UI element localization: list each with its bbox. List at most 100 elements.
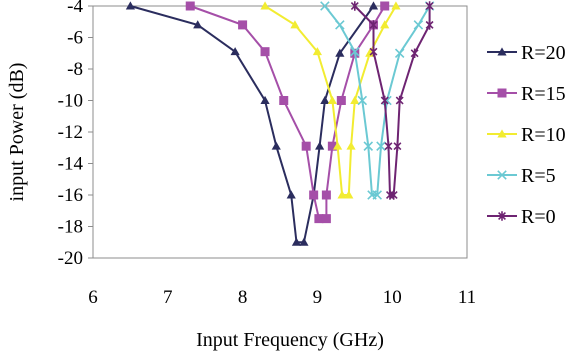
data-point bbox=[363, 141, 374, 151]
series-R=0 bbox=[350, 1, 434, 200]
data-point bbox=[193, 20, 203, 29]
data-point bbox=[384, 141, 393, 151]
series-line bbox=[264, 5, 397, 196]
data-point bbox=[336, 96, 346, 105]
series-layer bbox=[125, 1, 435, 246]
data-point bbox=[394, 48, 405, 59]
data-point bbox=[380, 95, 389, 106]
x-tick-label: 10 bbox=[383, 287, 402, 308]
data-point bbox=[368, 1, 379, 10]
legend-item: R=15 bbox=[487, 83, 566, 105]
y-tick-label: -18 bbox=[58, 217, 83, 238]
data-point bbox=[372, 190, 383, 200]
data-point bbox=[335, 48, 345, 57]
data-point bbox=[380, 1, 390, 11]
data-point bbox=[425, 20, 434, 30]
legend-label: R=20 bbox=[521, 42, 566, 64]
data-point bbox=[335, 20, 345, 30]
data-point bbox=[320, 95, 330, 104]
data-point bbox=[369, 20, 378, 30]
data-point bbox=[320, 1, 330, 11]
data-point bbox=[395, 95, 404, 106]
data-point bbox=[413, 20, 424, 30]
data-point bbox=[312, 47, 322, 56]
x-tick-label: 9 bbox=[313, 287, 323, 308]
data-point bbox=[332, 141, 343, 150]
x-axis-title: Input Frequency (GHz) bbox=[196, 329, 384, 351]
legend: R=20 R=15 R=10 R=5 R=0 bbox=[487, 42, 566, 228]
legend-label: R=0 bbox=[521, 206, 556, 228]
legend-marker bbox=[497, 47, 507, 56]
data-point bbox=[350, 46, 360, 57]
data-point bbox=[344, 190, 354, 199]
y-tick-label: -16 bbox=[58, 185, 83, 206]
plot-border bbox=[92, 5, 468, 259]
legend-marker bbox=[497, 170, 507, 180]
data-point bbox=[291, 237, 302, 246]
data-point bbox=[357, 95, 368, 106]
data-point bbox=[350, 95, 360, 104]
data-point bbox=[185, 1, 195, 11]
data-point bbox=[260, 47, 270, 57]
series-R=10 bbox=[260, 1, 401, 199]
x-tick-label: 8 bbox=[238, 287, 248, 308]
data-point bbox=[299, 237, 309, 246]
data-point bbox=[290, 20, 300, 29]
data-point bbox=[369, 46, 378, 57]
y-tick-label: -20 bbox=[58, 248, 83, 269]
data-point bbox=[350, 1, 359, 11]
y-axis-ticks: -4 -6 -8 -10 -12 -14 -16 -18 -20 bbox=[58, 0, 93, 269]
legend-label: R=5 bbox=[521, 165, 556, 187]
legend-item: R=0 bbox=[487, 206, 556, 228]
legend-item: R=5 bbox=[487, 165, 556, 187]
x-tick-label: 11 bbox=[458, 287, 476, 308]
data-point bbox=[425, 1, 434, 11]
data-point bbox=[337, 190, 347, 199]
data-point bbox=[301, 141, 311, 151]
legend-item: R=10 bbox=[487, 124, 566, 146]
legend-label: R=15 bbox=[521, 83, 566, 105]
data-point bbox=[327, 95, 337, 104]
data-point bbox=[393, 141, 402, 151]
data-point bbox=[314, 214, 324, 224]
y-tick-label: -6 bbox=[67, 28, 83, 49]
data-point bbox=[321, 190, 331, 200]
data-point bbox=[327, 141, 337, 151]
data-point bbox=[230, 47, 240, 56]
data-point bbox=[238, 20, 248, 30]
data-point bbox=[315, 141, 325, 150]
legend-marker bbox=[497, 129, 507, 138]
y-tick-label: -14 bbox=[58, 154, 84, 175]
data-point bbox=[346, 141, 356, 150]
legend-item: R=20 bbox=[487, 42, 566, 64]
data-point bbox=[391, 1, 401, 10]
data-point bbox=[125, 1, 135, 10]
data-point bbox=[309, 190, 319, 200]
y-axis-title: input Power (dB) bbox=[6, 63, 28, 202]
data-point bbox=[286, 190, 296, 199]
data-point bbox=[279, 96, 289, 105]
y-tick-label: -12 bbox=[58, 122, 83, 143]
data-point bbox=[376, 141, 386, 151]
legend-label: R=10 bbox=[521, 124, 566, 146]
series-R=5 bbox=[320, 1, 435, 200]
y-tick-label: -8 bbox=[67, 59, 83, 80]
x-tick-label: 6 bbox=[88, 287, 98, 308]
data-point bbox=[389, 190, 398, 200]
data-point bbox=[271, 141, 281, 150]
data-point bbox=[410, 48, 419, 59]
y-tick-label: -4 bbox=[67, 0, 83, 17]
legend-marker bbox=[498, 211, 506, 221]
legend-marker bbox=[497, 88, 507, 98]
data-point bbox=[260, 95, 270, 104]
data-point bbox=[321, 214, 331, 224]
data-point bbox=[365, 48, 375, 57]
x-tick-label: 7 bbox=[163, 287, 173, 308]
series-line bbox=[324, 5, 431, 196]
plot-area bbox=[92, 5, 468, 259]
data-point bbox=[260, 1, 270, 10]
x-axis-ticks: 6 7 8 9 10 11 bbox=[88, 287, 476, 308]
y-tick-label: -10 bbox=[58, 91, 83, 112]
data-point bbox=[380, 20, 390, 29]
